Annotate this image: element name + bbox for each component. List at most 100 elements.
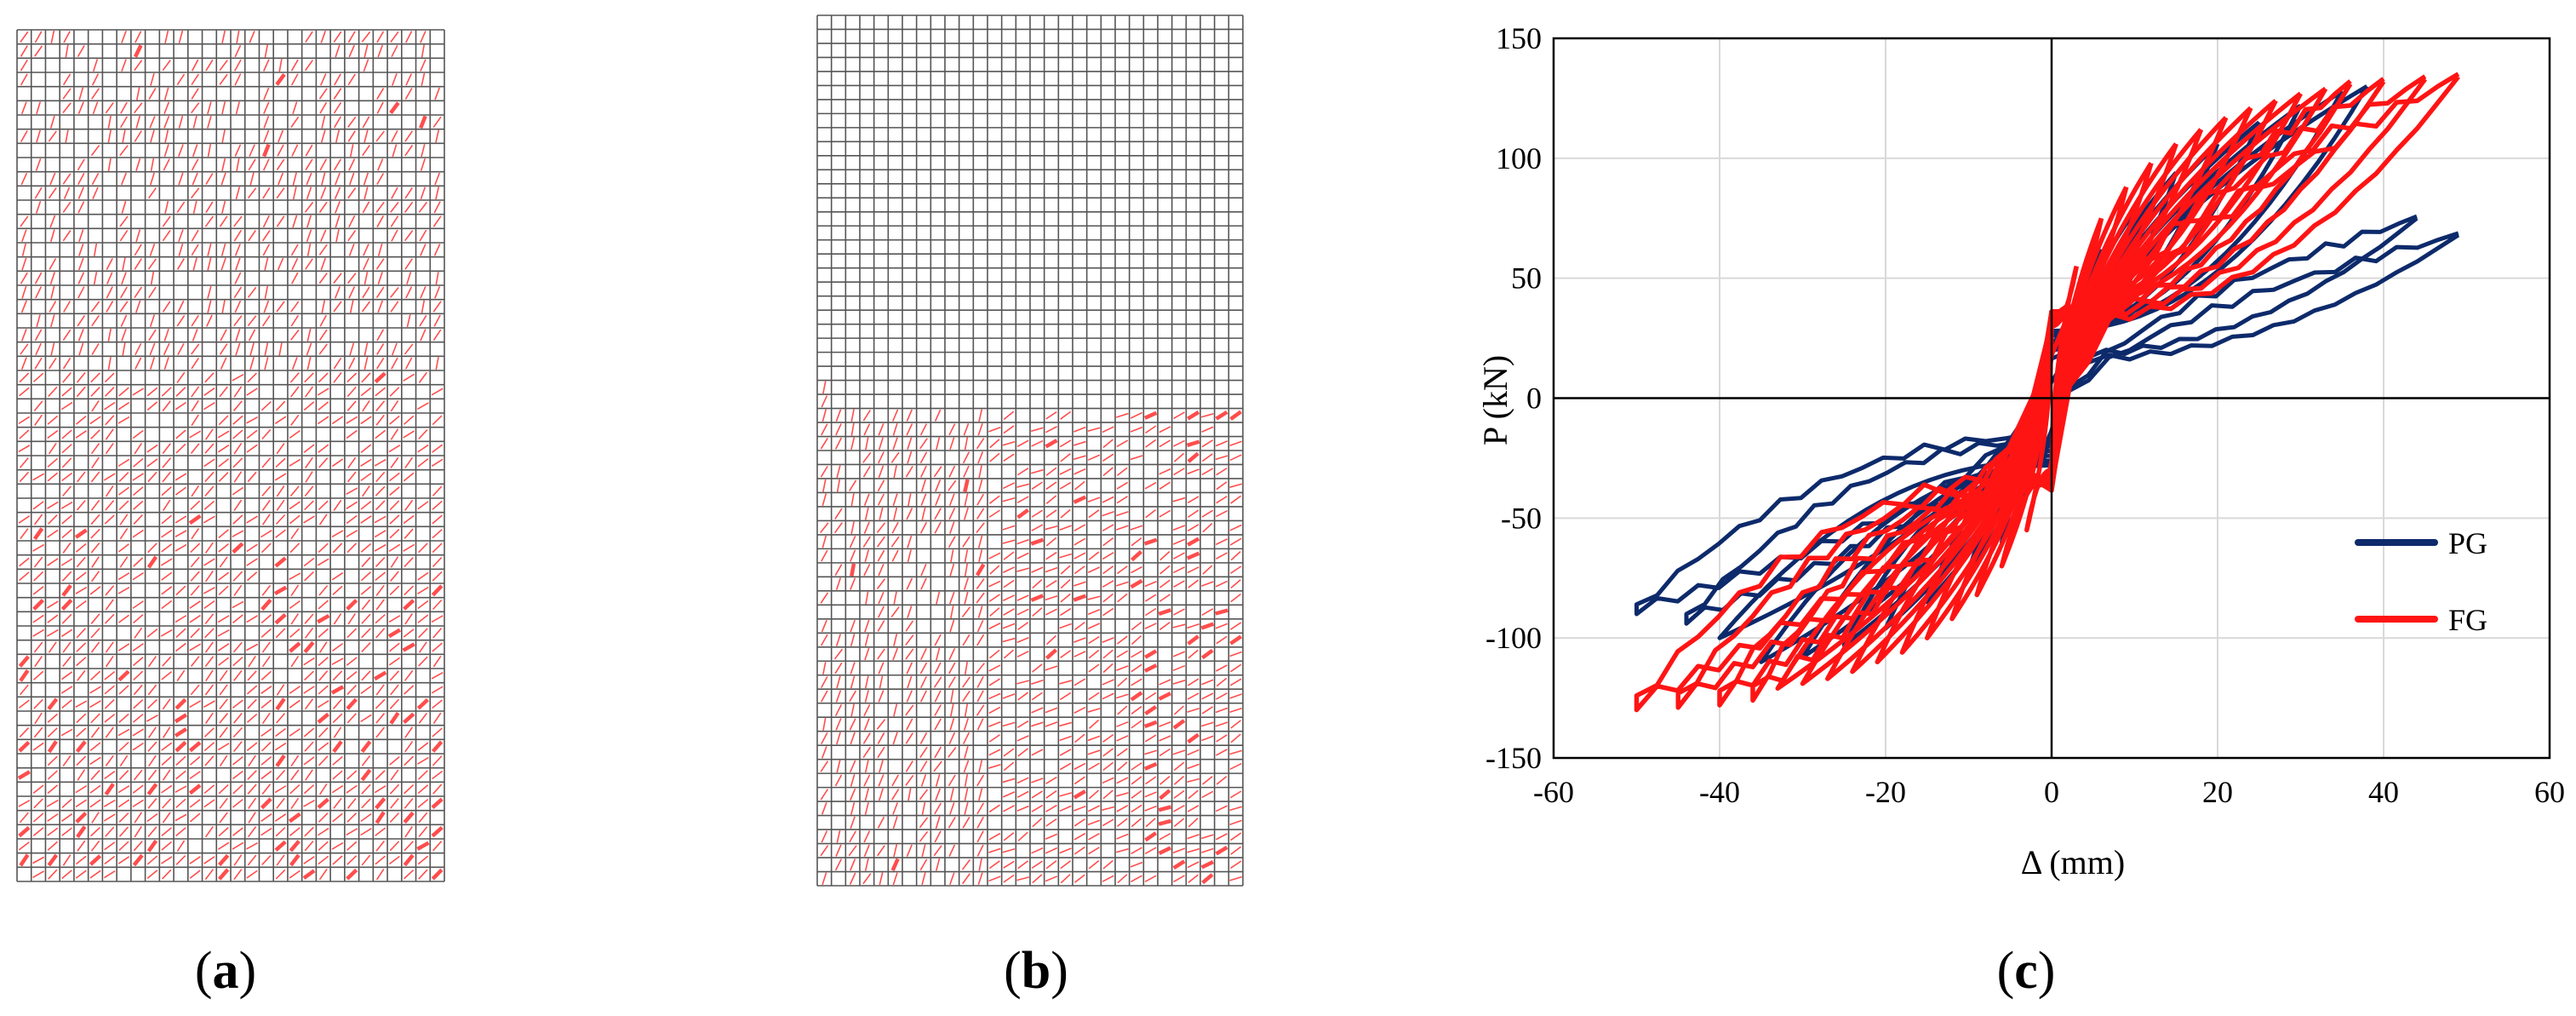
crack-mark — [821, 619, 827, 633]
crack-mark — [949, 718, 955, 731]
crack-mark — [920, 675, 927, 688]
crack-mark — [162, 698, 171, 710]
crack-mark — [232, 542, 244, 554]
chart-legend: PG FG — [2355, 526, 2487, 637]
crack-mark — [1130, 455, 1143, 461]
crack-mark — [947, 774, 956, 787]
crack-mark — [921, 507, 926, 520]
crack-mark — [149, 357, 156, 370]
crack-mark — [375, 811, 386, 824]
crack-mark — [47, 727, 58, 738]
crack-mark — [906, 508, 913, 520]
crack-mark — [305, 456, 313, 468]
crack-mark — [850, 422, 855, 436]
crack-mark — [976, 634, 985, 646]
crack-mark — [148, 329, 157, 342]
crack-mark — [432, 712, 442, 724]
crack-mark — [48, 641, 57, 653]
crack-mark — [75, 700, 88, 708]
crack-mark — [60, 501, 73, 509]
crack-mark — [318, 657, 329, 667]
crack-mark — [374, 458, 386, 467]
crack-mark — [1116, 804, 1129, 812]
crack-mark — [1216, 734, 1228, 743]
crack-mark — [389, 514, 400, 525]
crack-mark — [263, 116, 270, 129]
crack-mark — [148, 187, 157, 199]
crack-mark — [203, 402, 215, 410]
crack-mark — [950, 703, 954, 717]
crack-mark — [1173, 761, 1185, 772]
crack-mark — [1016, 650, 1029, 658]
crack-mark — [217, 430, 230, 439]
crack-mark — [346, 416, 358, 424]
crack-mark — [1201, 692, 1214, 700]
crack-mark — [404, 841, 414, 852]
crack-mark — [389, 670, 400, 681]
crack-mark — [1017, 860, 1029, 870]
crack-mark — [76, 657, 87, 667]
crack-mark — [47, 529, 59, 538]
crack-mark — [305, 31, 313, 43]
crack-mark — [218, 657, 230, 666]
crack-mark — [1159, 579, 1171, 588]
crack-mark — [190, 684, 200, 696]
crack-mark — [246, 429, 258, 439]
crack-mark — [150, 129, 155, 143]
crack-mark — [106, 257, 113, 271]
crack-mark — [50, 285, 55, 299]
crack-mark — [75, 855, 87, 865]
crack-mark — [290, 655, 300, 668]
crack-mark — [260, 797, 272, 810]
crack-mark — [1016, 552, 1029, 560]
crack-mark — [1173, 818, 1185, 828]
crack-mark — [877, 845, 885, 857]
crack-mark — [976, 522, 985, 533]
crack-mark — [919, 690, 928, 703]
crack-mark — [360, 472, 372, 482]
crack-mark — [1117, 874, 1128, 884]
crack-mark — [905, 465, 913, 478]
crack-mark — [1045, 426, 1057, 433]
crack-mark — [935, 816, 941, 829]
crack-mark — [377, 243, 383, 256]
crack-mark — [1088, 832, 1100, 841]
crack-mark — [1073, 495, 1087, 504]
crack-mark — [388, 543, 401, 553]
crack-mark — [149, 172, 155, 186]
crack-mark — [62, 357, 72, 370]
crack-mark — [146, 444, 158, 453]
crack-mark — [1032, 607, 1043, 617]
crack-mark — [948, 844, 956, 857]
crack-mark — [161, 869, 172, 880]
crack-mark — [988, 426, 1001, 433]
crack-mark — [879, 437, 884, 451]
crack-mark — [375, 400, 386, 411]
crack-mark — [318, 372, 329, 383]
crack-mark — [977, 422, 983, 436]
crack-mark — [375, 258, 385, 270]
crack-mark — [921, 479, 926, 492]
crack-mark — [1045, 411, 1057, 420]
crack-mark — [876, 719, 886, 730]
crack-mark — [1187, 778, 1200, 784]
crack-mark — [417, 444, 429, 453]
crack-mark — [232, 657, 243, 667]
crack-mark — [364, 187, 369, 200]
crack-mark — [246, 870, 258, 879]
crack-mark — [21, 243, 26, 256]
crack-mark — [1215, 805, 1228, 812]
crack-mark — [104, 685, 116, 695]
crack-mark — [132, 571, 144, 581]
crack-mark — [363, 244, 369, 256]
crack-mark — [89, 827, 101, 837]
crack-mark — [821, 395, 828, 408]
crack-mark — [1045, 566, 1058, 573]
crack-mark — [417, 571, 429, 581]
y-tick-label: -50 — [1501, 501, 1542, 535]
crack-mark — [950, 690, 954, 703]
crack-mark — [893, 507, 898, 520]
crack-mark — [989, 649, 1000, 659]
crack-mark — [892, 802, 899, 815]
